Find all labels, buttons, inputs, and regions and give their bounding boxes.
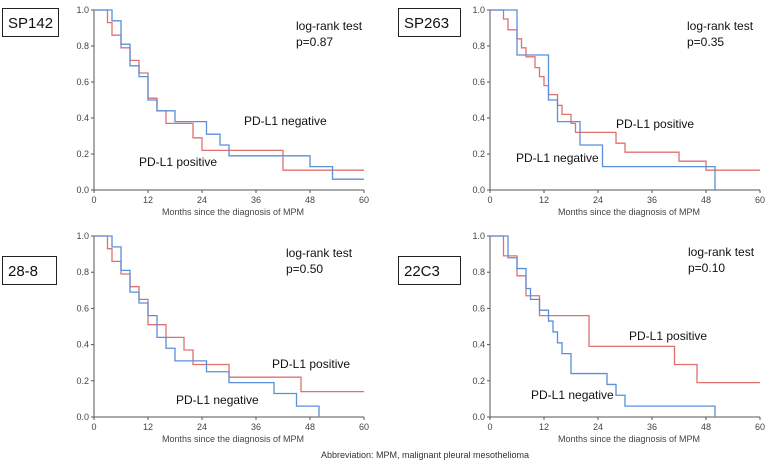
y-tick-label: 0.4 [76, 340, 89, 350]
km-curve-pd-l1-negative [490, 9, 716, 190]
x-axis-label: Months since the diagnosis of MPM [162, 207, 304, 217]
p-value: p=0.10 [688, 261, 725, 275]
y-tick-label: 0.4 [472, 340, 485, 350]
series-label-pd-l1-positive: PD-L1 positive [272, 357, 350, 371]
y-tick-label: 0.0 [76, 412, 89, 422]
x-tick-label: 0 [91, 195, 96, 205]
x-tick-label: 48 [701, 422, 711, 432]
x-tick-label: 12 [143, 195, 153, 205]
x-tick-label: 12 [143, 422, 153, 432]
series-label-pd-l1-positive: PD-L1 positive [616, 117, 694, 131]
y-tick-label: 1.0 [472, 231, 485, 241]
x-tick-label: 24 [593, 195, 603, 205]
x-tick-label: 48 [701, 195, 711, 205]
y-tick-label: 0.4 [76, 113, 89, 123]
y-tick-label: 1.0 [472, 5, 485, 15]
y-tick-label: 0.0 [472, 412, 485, 422]
km-panel-sp142: 0.0 0.2 0.4 0.6 0.8 1.0 0 12 24 36 48 60 Months sinc… [2, 5, 369, 217]
y-tick-label: 0.6 [76, 303, 89, 313]
x-tick-label: 60 [359, 195, 369, 205]
x-tick-label: 24 [593, 422, 603, 432]
km-panel-28-8: 0.0 0.2 0.4 0.6 0.8 1.0 0 12 24 36 48 60 Months sinc… [2, 231, 369, 444]
y-tick-label: 0.8 [472, 267, 485, 277]
panel-label-box [2, 256, 57, 285]
x-tick-label: 24 [197, 195, 207, 205]
series-label-pd-l1-negative: PD-L1 negative [531, 388, 614, 402]
y-tick-label: 0.8 [76, 41, 89, 51]
km-curve-pd-l1-positive [94, 235, 364, 393]
x-tick-label: 0 [487, 195, 492, 205]
y-tick-label: 0.4 [472, 113, 485, 123]
km-curve-pd-l1-negative [94, 235, 320, 417]
series-label-pd-l1-negative: PD-L1 negative [176, 393, 259, 407]
x-tick-label: 48 [305, 422, 315, 432]
series-label-pd-l1-positive: PD-L1 positive [139, 155, 217, 169]
p-value: p=0.50 [286, 262, 323, 276]
panel-title: SP142 [8, 15, 53, 32]
x-tick-label: 60 [755, 422, 765, 432]
y-tick-label: 0.0 [472, 185, 485, 195]
p-value: p=0.87 [296, 35, 333, 49]
log-rank-label: log-rank test [687, 19, 754, 33]
x-axis-label: Months since the diagnosis of MPM [162, 434, 304, 444]
y-tick-label: 0.2 [76, 376, 89, 386]
x-tick-label: 0 [91, 422, 96, 432]
y-tick-label: 0.8 [76, 267, 89, 277]
panel-label-box [398, 256, 461, 285]
series-label-pd-l1-positive: PD-L1 positive [629, 329, 707, 343]
x-tick-label: 60 [755, 195, 765, 205]
panel-title: 28-8 [8, 263, 38, 280]
km-panel-22c3: 0.0 0.2 0.4 0.6 0.8 1.0 0 12 24 36 48 60 Months sinc… [398, 231, 765, 444]
y-tick-label: 0.2 [472, 149, 485, 159]
y-tick-label: 0.2 [76, 149, 89, 159]
x-tick-label: 36 [251, 422, 261, 432]
y-tick-label: 0.0 [76, 185, 89, 195]
x-tick-label: 60 [359, 422, 369, 432]
panel-title: 22C3 [404, 263, 440, 280]
y-tick-label: 0.6 [472, 303, 485, 313]
km-curve-pd-l1-negative [490, 235, 716, 417]
y-tick-label: 0.6 [76, 77, 89, 87]
x-axis-label: Months since the diagnosis of MPM [558, 207, 700, 217]
x-tick-label: 0 [487, 422, 492, 432]
series-label-pd-l1-negative: PD-L1 negative [516, 151, 599, 165]
log-rank-label: log-rank test [286, 246, 353, 260]
y-tick-label: 0.2 [472, 376, 485, 386]
x-tick-label: 12 [539, 422, 549, 432]
panel-title: SP263 [404, 15, 449, 32]
x-tick-label: 36 [647, 422, 657, 432]
panel-label-box [2, 8, 59, 37]
log-rank-label: log-rank test [296, 19, 363, 33]
x-tick-label: 48 [305, 195, 315, 205]
x-tick-label: 24 [197, 422, 207, 432]
y-tick-label: 0.6 [472, 77, 485, 87]
panel-label-box [398, 8, 461, 37]
km-curve-pd-l1-positive [490, 235, 760, 384]
y-tick-label: 1.0 [76, 5, 89, 15]
y-tick-label: 1.0 [76, 231, 89, 241]
km-curve-pd-l1-negative [94, 9, 364, 180]
log-rank-label: log-rank test [688, 245, 755, 259]
x-axis-label: Months since the diagnosis of MPM [558, 434, 700, 444]
x-tick-label: 36 [647, 195, 657, 205]
series-label-pd-l1-negative: PD-L1 negative [244, 114, 327, 128]
p-value: p=0.35 [687, 35, 724, 49]
x-tick-label: 12 [539, 195, 549, 205]
y-tick-label: 0.8 [472, 41, 485, 51]
km-curve-pd-l1-positive [94, 9, 364, 171]
x-tick-label: 36 [251, 195, 261, 205]
km-panel-sp263: 0.0 0.2 0.4 0.6 0.8 1.0 0 12 24 36 48 60 Months sinc… [398, 5, 765, 217]
footer-abbreviation: Abbreviation: MPM, malignant pleural mes… [321, 450, 529, 460]
